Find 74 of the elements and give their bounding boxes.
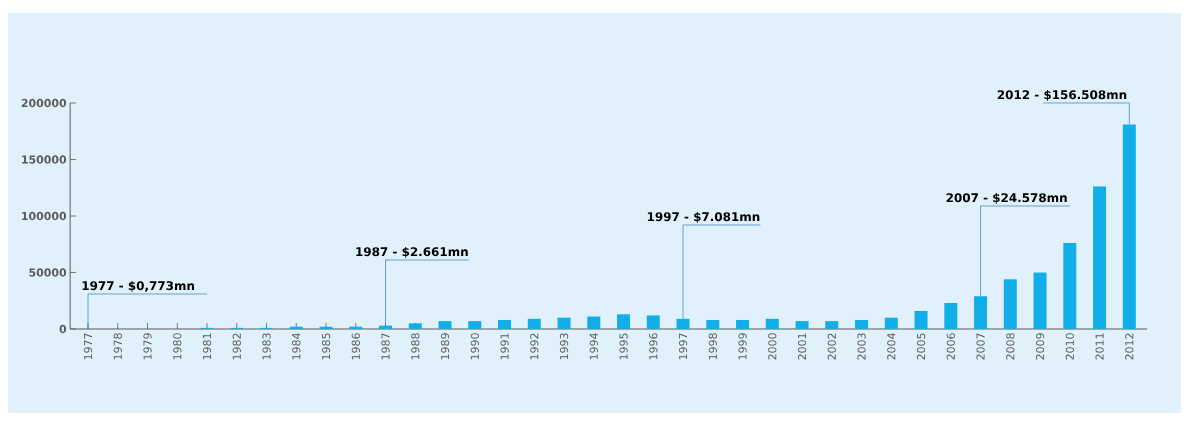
x-tick-label: 1978 (113, 333, 122, 360)
bar (1093, 186, 1107, 329)
x-tick-label: 2012 (1125, 333, 1134, 360)
bar (765, 318, 779, 329)
x-tick-label: 1989 (440, 333, 450, 360)
x-tick-label: 1990 (470, 333, 479, 360)
x-tick-label: 2008 (1006, 333, 1015, 360)
x-tick-label: 2003 (857, 333, 866, 360)
bar (438, 321, 452, 329)
x-tick-label: 1982 (232, 333, 241, 360)
x-tick-label: 1995 (619, 333, 628, 360)
bar (527, 318, 541, 329)
y-tick-label: 0 (59, 324, 67, 334)
bar (1063, 243, 1077, 329)
x-tick-label: 1979 (143, 333, 152, 360)
bar (706, 319, 720, 329)
x-tick-label: 1984 (292, 333, 301, 360)
bar (557, 317, 571, 329)
y-tick-label: 100000 (22, 211, 67, 221)
x-tick-label: 1992 (530, 333, 539, 360)
x-tick-label: 1985 (321, 333, 331, 360)
bar (1003, 279, 1017, 329)
x-tick-label: 1996 (649, 333, 658, 360)
bar (884, 317, 898, 329)
x-tick-label: 1977 (83, 333, 93, 360)
bar (468, 321, 482, 329)
bar (408, 323, 422, 329)
x-tick-label: 1986 (351, 333, 360, 360)
x-tick-label: 1987 (381, 333, 390, 360)
bar (617, 314, 631, 329)
x-tick-label: 2000 (768, 333, 777, 360)
x-tick-label: 1998 (708, 333, 717, 360)
x-tick-label: 1988 (411, 333, 420, 360)
y-tick-label: 150000 (22, 155, 67, 164)
y-tick-label: 200000 (21, 98, 67, 108)
bar (1122, 124, 1136, 329)
x-tick-label: 1999 (738, 333, 747, 360)
x-tick-label: 1997 (678, 333, 688, 360)
x-tick-label: 2009 (1035, 333, 1045, 360)
bar (676, 318, 690, 329)
x-tick-label: 2006 (946, 333, 955, 360)
bar (944, 303, 958, 329)
x-tick-label: 2011 (1095, 333, 1104, 360)
bar (855, 319, 869, 329)
x-tick-label: 1994 (589, 333, 598, 360)
annotation: 1977 - $0,773mn (82, 280, 195, 292)
bar (795, 321, 809, 329)
x-tick-label: 1993 (559, 333, 569, 360)
annotation: 2007 - $24.578mn (946, 192, 1067, 204)
bar (349, 326, 363, 329)
x-tick-label: 2002 (827, 333, 836, 360)
bar (319, 326, 333, 329)
annotation: 1987 - $2.661mn (356, 246, 468, 258)
bar (646, 315, 660, 329)
x-tick-label: 2004 (887, 333, 896, 360)
annotation: 1997 - $7.081mn (647, 211, 760, 223)
bar (825, 321, 839, 329)
x-tick-label: 1983 (262, 333, 271, 360)
bar (1033, 272, 1047, 329)
x-tick-label: 1991 (500, 333, 509, 360)
bar (736, 319, 750, 329)
bar (289, 326, 303, 329)
annotation: 2012 - $156.508mn (997, 89, 1127, 101)
bar (914, 310, 928, 329)
x-tick-label: 2007 (976, 333, 985, 360)
x-tick-label: 1980 (173, 333, 182, 360)
x-tick-label: 1981 (202, 333, 212, 360)
x-tick-label: 2005 (916, 333, 926, 360)
bar (498, 319, 512, 329)
bar (974, 296, 988, 329)
x-tick-label: 2001 (797, 333, 807, 360)
bar (587, 316, 601, 329)
y-tick-label: 50000 (29, 268, 67, 277)
x-tick-label: 2010 (1065, 333, 1074, 360)
